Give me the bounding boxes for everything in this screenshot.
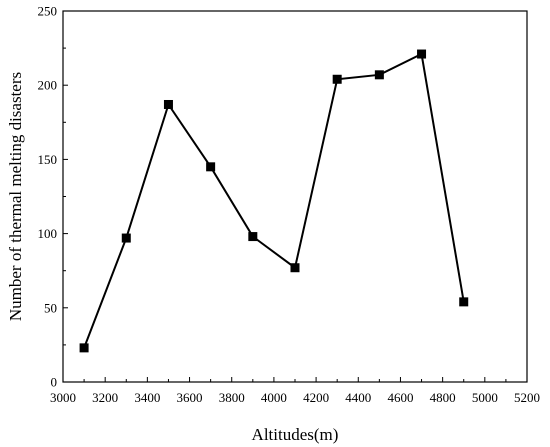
data-point-marker — [79, 343, 89, 353]
y-tick-label: 50 — [44, 300, 57, 315]
data-point-marker — [121, 233, 131, 243]
plot-frame — [62, 10, 528, 383]
x-tick-label: 4800 — [430, 390, 456, 405]
x-tick-label: 3400 — [134, 390, 160, 405]
data-point-marker — [248, 232, 258, 242]
x-tick-label: 4000 — [261, 390, 287, 405]
data-point-marker — [290, 263, 300, 273]
data-point-marker — [206, 162, 216, 172]
x-tick-label: 5200 — [514, 390, 540, 405]
x-tick-label: 3800 — [219, 390, 245, 405]
data-point-marker — [163, 99, 173, 109]
data-point-marker — [459, 297, 469, 307]
x-tick-label: 3600 — [177, 390, 203, 405]
x-tick-label: 4600 — [387, 390, 413, 405]
series-line — [83, 52, 465, 349]
x-axis-title: Altitudes(m) — [252, 425, 339, 444]
y-tick-label: 250 — [38, 4, 58, 19]
y-tick-label: 200 — [38, 78, 58, 93]
series-markers — [79, 49, 469, 353]
y-tick-label: 150 — [38, 152, 58, 167]
x-tick-label: 4400 — [345, 390, 371, 405]
y-tick-label: 100 — [38, 226, 58, 241]
x-tick-label: 3200 — [92, 390, 118, 405]
x-tick-label: 5000 — [472, 390, 498, 405]
x-tick-label: 3000 — [50, 390, 76, 405]
data-point-marker — [332, 74, 342, 84]
y-tick-label: 0 — [51, 375, 58, 390]
data-point-marker — [417, 49, 427, 59]
data-point-marker — [374, 70, 384, 80]
y-axis-ticks: 0 50 100 150 200 250 — [38, 4, 68, 390]
y-axis-title: Number of thermal melting disasters — [6, 72, 25, 321]
x-tick-label: 4200 — [303, 390, 329, 405]
x-axis-ticks: 3000 3200 3400 3600 3800 4000 4200 4400 4600 4800… — [50, 377, 540, 405]
